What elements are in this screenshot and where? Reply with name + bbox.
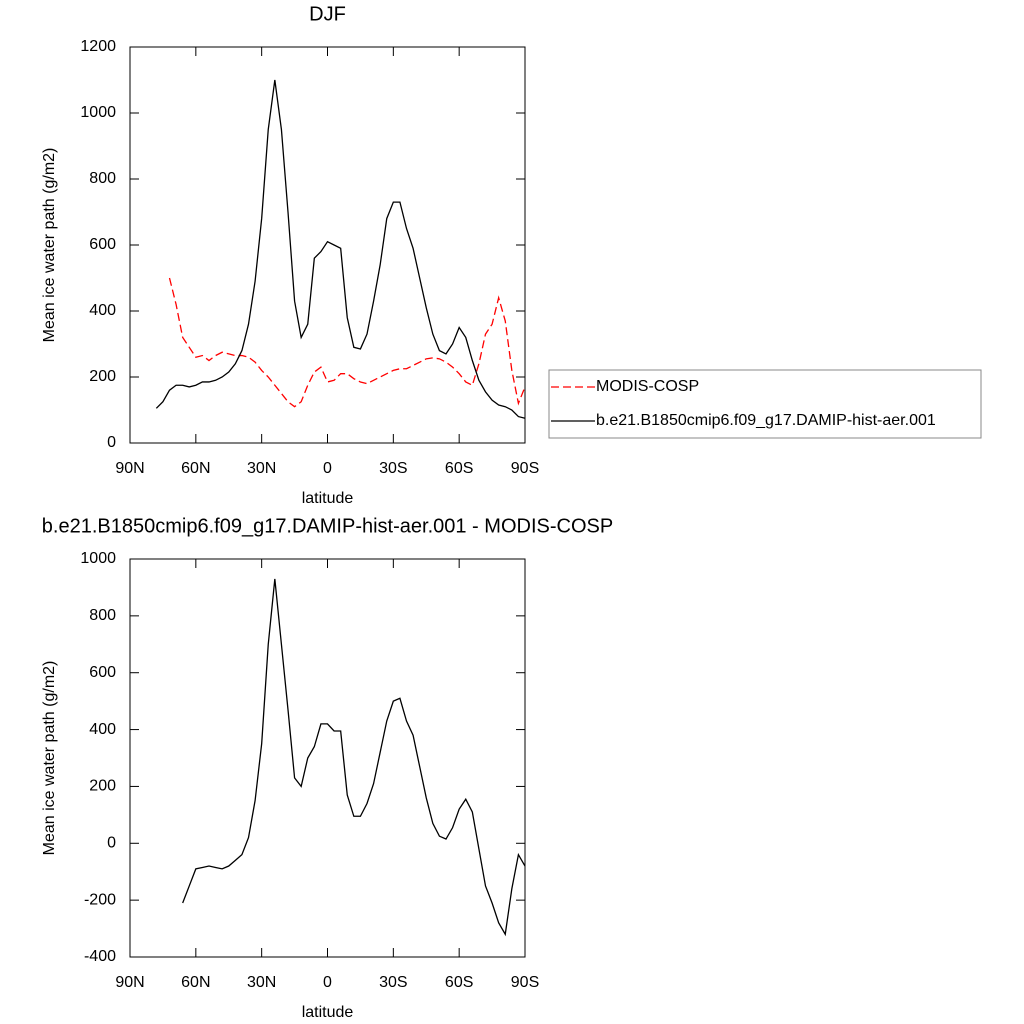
series-line <box>182 578 526 937</box>
x-tick-label: 0 <box>323 460 332 477</box>
chart-title: b.e21.B1850cmip6.f09_g17.DAMIP-hist-aer.… <box>42 515 613 537</box>
y-tick-label: 800 <box>89 607 116 624</box>
y-tick-label: 200 <box>89 368 116 385</box>
x-axis-label: latitude <box>302 1004 354 1021</box>
y-tick-label: 1000 <box>80 104 116 121</box>
x-tick-label: 30S <box>379 460 407 477</box>
y-tick-label: 600 <box>89 236 116 253</box>
series-line <box>168 277 526 408</box>
x-tick-label: 60N <box>181 974 210 991</box>
y-tick-label: 1000 <box>80 550 116 567</box>
y-axis-label: Mean ice water path (g/m2) <box>41 661 58 856</box>
y-tick-label: -200 <box>84 891 116 908</box>
y-tick-label: 1200 <box>80 38 116 55</box>
x-tick-label: 90S <box>511 460 539 477</box>
legend-label: b.e21.B1850cmip6.f09_g17.DAMIP-hist-aer.… <box>596 412 936 429</box>
chart-title: DJF <box>309 3 346 25</box>
y-tick-label: 400 <box>89 302 116 319</box>
plot-frame <box>129 46 526 444</box>
x-tick-label: 0 <box>323 974 332 991</box>
legend-box <box>548 369 982 439</box>
x-tick-label: 30S <box>379 974 407 991</box>
legend-label: MODIS-COSP <box>596 378 699 395</box>
x-tick-label: 90N <box>115 460 144 477</box>
x-tick-label: 90N <box>115 974 144 991</box>
y-tick-label: -400 <box>84 948 116 965</box>
x-tick-label: 60S <box>445 974 473 991</box>
y-tick-label: 400 <box>89 721 116 738</box>
y-tick-label: 200 <box>89 778 116 795</box>
y-tick-label: 0 <box>107 434 116 451</box>
series-line <box>155 79 526 419</box>
y-tick-label: 600 <box>89 664 116 681</box>
x-tick-label: 60S <box>445 460 473 477</box>
y-tick-label: 800 <box>89 170 116 187</box>
y-tick-label: 0 <box>107 835 116 852</box>
x-tick-label: 60N <box>181 460 210 477</box>
x-axis-label: latitude <box>302 490 354 507</box>
y-axis-label: Mean ice water path (g/m2) <box>41 148 58 343</box>
x-tick-label: 30N <box>247 460 276 477</box>
x-tick-label: 30N <box>247 974 276 991</box>
x-tick-label: 90S <box>511 974 539 991</box>
plot-frame <box>129 558 526 958</box>
